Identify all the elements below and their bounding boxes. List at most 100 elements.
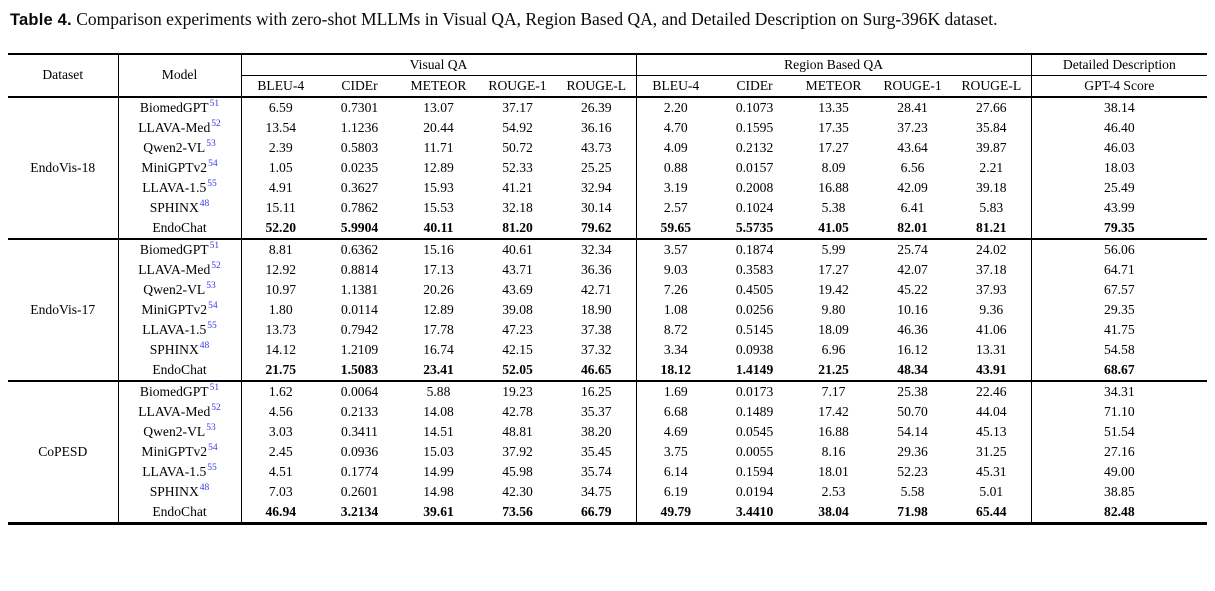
metric-value: 29.35: [1030, 299, 1208, 320]
metric-value: 15.03: [423, 443, 454, 459]
metric-value: 18.12: [635, 359, 716, 381]
metric-value: 32.18: [502, 199, 533, 215]
citation-link[interactable]: 54: [208, 301, 218, 312]
citation-link[interactable]: 51: [209, 99, 220, 110]
citation-link[interactable]: 48: [199, 199, 210, 210]
metric-value: 0.5145: [735, 321, 774, 337]
col-header-gpt4-score: GPT-4 Score: [1030, 75, 1208, 97]
table-row: SPHINX48 14.12 1.2109 16.74 42.15 37.32 3.34 0.…: [8, 339, 1208, 360]
metric-value: 17.27: [818, 139, 849, 155]
citation-link[interactable]: 48: [199, 341, 210, 352]
citation-link[interactable]: 51: [209, 383, 220, 394]
metric-value: 46.94: [240, 501, 320, 524]
metric-value: 49.79: [635, 501, 716, 524]
metric-value: 5.38: [821, 199, 846, 215]
metric-value: 79.35: [1030, 217, 1208, 239]
metric-value: 4.91: [240, 177, 320, 198]
metric-value: 6.41: [900, 199, 925, 215]
metric-value: 0.0157: [735, 159, 774, 175]
metric-value: 52.20: [240, 217, 320, 239]
metric-value: 0.7942: [340, 321, 379, 337]
metric-value: 42.78: [502, 403, 533, 419]
col-header-rqa-bleu4: BLEU-4: [635, 75, 716, 97]
citation-link[interactable]: 52: [211, 119, 221, 130]
model-label: LLAVA-1.5: [142, 179, 207, 195]
metric-value: 45.31: [976, 463, 1007, 479]
metric-value: 0.0938: [735, 341, 774, 357]
citation-link[interactable]: 54: [208, 443, 218, 454]
metric-value: 6.19: [635, 481, 716, 502]
citation-link[interactable]: 55: [207, 463, 217, 474]
citation-link[interactable]: 53: [206, 139, 216, 150]
metric-value: 0.0256: [735, 301, 774, 317]
metric-value: 42.15: [502, 341, 533, 357]
metric-value: 0.5803: [340, 139, 379, 155]
model-label: Qwen2-VL: [143, 281, 206, 297]
metric-value: 6.56: [900, 159, 925, 175]
metric-value: 1.05: [240, 157, 320, 178]
metric-value: 25.25: [580, 159, 612, 175]
metric-value: 23.41: [423, 361, 454, 377]
metric-value: 5.83: [979, 199, 1004, 215]
citation-link[interactable]: 54: [208, 159, 218, 170]
metric-value: 46.03: [1030, 137, 1208, 158]
metric-value: 73.56: [502, 503, 533, 519]
citation-link[interactable]: 52: [211, 261, 221, 272]
citation-link[interactable]: 55: [207, 179, 217, 190]
header-group-row: Dataset Model Visual QA Region Based QA …: [8, 53, 1208, 97]
metric-value: 2.20: [635, 96, 716, 118]
citation-link[interactable]: 53: [206, 423, 216, 434]
model-cell: BiomedGPT51: [117, 379, 241, 402]
metric-value: 20.26: [423, 281, 454, 297]
table-row: LLAVA-Med52 4.56 0.2133 14.08 42.78 35.37 6.68…: [8, 401, 1208, 422]
metric-value: 0.1595: [735, 119, 774, 135]
table-caption-text: Comparison experiments with zero-shot ML…: [71, 9, 998, 29]
citation-link[interactable]: 51: [209, 241, 220, 252]
citation-link[interactable]: 52: [211, 403, 221, 414]
model-cell: MiniGPTv254: [117, 299, 241, 320]
metric-value: 0.2133: [340, 403, 379, 419]
metric-value: 1.62: [240, 379, 320, 402]
metric-value: 37.93: [976, 281, 1007, 297]
model-label: BiomedGPT: [139, 241, 209, 257]
metric-value: 5.01: [979, 483, 1004, 499]
citation-link[interactable]: 53: [206, 281, 216, 292]
metric-value: 8.72: [635, 319, 716, 340]
metric-value: 15.16: [399, 237, 478, 260]
metric-value: 14.98: [423, 483, 454, 499]
metric-value: 45.13: [976, 423, 1007, 439]
metric-value: 13.73: [240, 319, 320, 340]
metric-value: 44.04: [976, 403, 1007, 419]
citation-link[interactable]: 55: [207, 321, 217, 332]
metric-value: 42.30: [502, 483, 533, 499]
metric-value: 52.33: [502, 159, 533, 175]
metric-value: 2.39: [240, 137, 320, 158]
metric-value: 5.88: [399, 379, 478, 402]
metric-value: 5.58: [900, 483, 925, 499]
metric-value: 6.59: [240, 96, 320, 118]
table-caption: Table 4. Comparison experiments with zer…: [10, 7, 1202, 33]
metric-value: 25.49: [1030, 177, 1208, 198]
model-label: LLAVA-Med: [138, 119, 211, 135]
table-row: MiniGPTv254 2.45 0.0936 15.03 37.92 35.45 3.75…: [8, 441, 1208, 462]
col-header-rqa-meteor: METEOR: [805, 77, 862, 93]
metric-value: 0.6362: [320, 237, 399, 260]
metric-value: 13.35: [818, 99, 849, 115]
metric-value: 21.75: [240, 359, 320, 381]
metric-value: 31.25: [976, 443, 1007, 459]
group-header-visual-qa: Visual QA: [240, 53, 637, 76]
citation-link[interactable]: 48: [199, 483, 210, 494]
table-row: SPHINX48 7.03 0.2601 14.98 42.30 34.75 6.19 0.0…: [8, 481, 1208, 502]
model-cell: LLAVA-Med52: [117, 259, 241, 280]
metric-value: 41.75: [1030, 319, 1208, 340]
metric-value: 43.73: [580, 139, 612, 155]
metric-value: 54.92: [502, 119, 533, 135]
metric-value: 16.25: [557, 379, 637, 402]
metric-value: 64.71: [1030, 259, 1208, 280]
metric-value: 0.2132: [735, 139, 774, 155]
model-cell: LLAVA-1.555: [117, 319, 241, 340]
model-cell: SPHINX48: [117, 481, 241, 502]
header-metric-row: BLEU-4 CIDEr METEOR ROUGE-1 ROUGE-L BLEU…: [8, 75, 1208, 97]
metric-value: 40.11: [423, 219, 454, 235]
metric-value: 3.57: [635, 237, 716, 260]
